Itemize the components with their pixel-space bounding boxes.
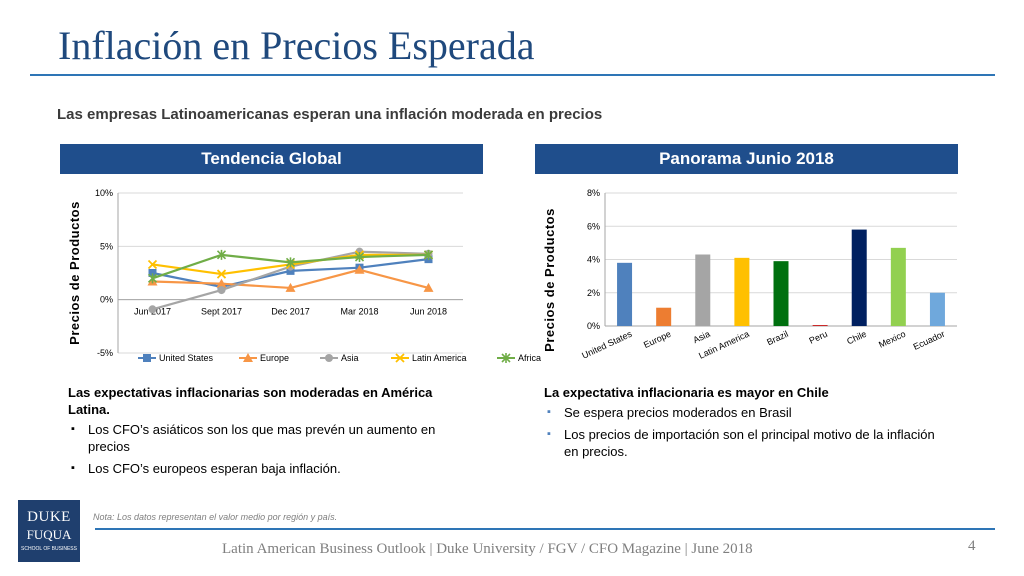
- legend-marker: [325, 354, 333, 362]
- right-bullet: Se espera precios moderados en Brasil: [547, 404, 944, 421]
- footer-divider: [95, 528, 995, 530]
- y-tick-label: 10%: [95, 188, 113, 198]
- x-tick-label: Sept 2017: [201, 307, 242, 317]
- bar-mexico: [890, 247, 906, 326]
- footer-source: Latin American Business Outlook | Duke U…: [222, 541, 753, 557]
- page-number: 4: [968, 538, 976, 554]
- right-bullet: Los precios de importación son el princi…: [547, 426, 944, 460]
- bar-chile: [851, 229, 867, 326]
- left-bullet: Los CFO’s asiáticos son los que mas prev…: [71, 421, 468, 455]
- y-tick-label: 8%: [587, 188, 600, 198]
- x-tick-label: Jun 2018: [410, 307, 447, 317]
- legend-marker: [395, 353, 405, 363]
- footnote: Nota: Los datos representan el valor med…: [93, 512, 338, 522]
- legend-label: Africa: [518, 353, 541, 363]
- y-tick-label: 0%: [100, 295, 113, 305]
- data-point: [285, 257, 296, 268]
- y-tick-label: 4%: [587, 255, 600, 265]
- left-commentary: Las expectativas inflacionarias son mode…: [68, 384, 468, 482]
- logo-line-school: SCHOOL OF BUSINESS: [21, 546, 77, 552]
- legend-marker: [243, 353, 253, 362]
- line-chart: -5%0%5%10%Jun 2017 Sept 2017 Dec 2017 Mar 2…: [67, 188, 541, 363]
- data-point: [148, 269, 157, 277]
- legend-marker: [143, 354, 151, 362]
- panel-header-panorama: Panorama Junio 2018: [535, 144, 958, 174]
- left-lead-text: Las expectativas inflacionarias son mode…: [68, 385, 433, 417]
- title-divider: [30, 74, 995, 76]
- data-point: [147, 259, 158, 270]
- legend-item: Asia: [320, 353, 359, 363]
- data-point: [216, 278, 227, 288]
- data-point: [285, 282, 296, 292]
- left-bullet-list: Los CFO’s asiáticos son los que mas prev…: [68, 421, 468, 477]
- x-tick-label: Asia: [692, 329, 712, 345]
- right-commentary: La expectativa inflacionaria es mayor en…: [544, 384, 944, 465]
- bar-united-states: [617, 262, 633, 326]
- data-point: [216, 249, 227, 260]
- legend-item: Europe: [239, 353, 289, 363]
- x-tick-label: Mar 2018: [340, 307, 378, 317]
- legend-item: Latin America: [391, 353, 467, 363]
- data-point: [148, 305, 157, 314]
- legend-label: Europe: [260, 353, 289, 363]
- y-tick-label: 0%: [587, 321, 600, 331]
- right-lead-text: La expectativa inflacionaria es mayor en…: [544, 385, 829, 400]
- x-tick-label: Brazil: [765, 329, 790, 348]
- x-tick-label: Peru: [807, 329, 828, 346]
- bar-peru: [812, 325, 828, 326]
- right-bullet-list: Se espera precios moderados en Brasil Lo…: [544, 404, 944, 460]
- y-axis-label: Precios de Productos: [67, 201, 82, 345]
- x-tick-label: Europe: [642, 329, 673, 350]
- data-point: [354, 264, 365, 274]
- data-point: [423, 249, 434, 260]
- data-point: [286, 266, 295, 275]
- legend-label: Asia: [341, 353, 359, 363]
- x-tick-label: Mexico: [877, 329, 907, 350]
- duke-fuqua-logo: DUKE FUQUA SCHOOL OF BUSINESS: [18, 500, 80, 562]
- data-point: [354, 252, 365, 262]
- panel-header-tendencia-global: Tendencia Global: [60, 144, 483, 174]
- y-tick-label: -5%: [97, 348, 113, 358]
- y-tick-label: 6%: [587, 221, 600, 231]
- data-point: [147, 273, 158, 284]
- x-tick-label: Ecuador: [912, 329, 947, 352]
- legend-label: Latin America: [412, 353, 467, 363]
- legend-marker: [501, 353, 511, 363]
- legend-label: United States: [159, 353, 214, 363]
- legend-item: Africa: [497, 353, 541, 363]
- bar-asia: [695, 254, 711, 326]
- data-point: [423, 282, 434, 292]
- logo-line-duke: DUKE: [27, 509, 71, 525]
- bar-europe: [656, 307, 672, 326]
- bar-latin-america: [734, 257, 750, 326]
- y-tick-label: 5%: [100, 241, 113, 251]
- x-tick-label: Dec 2017: [271, 307, 310, 317]
- left-bullet: Los CFO’s europeos esperan baja inflació…: [71, 460, 468, 477]
- legend-item: United States: [138, 353, 214, 363]
- logo-line-fuqua: FUQUA: [26, 527, 72, 542]
- x-tick-label: United States: [580, 329, 634, 361]
- y-tick-label: 2%: [587, 288, 600, 298]
- bar-ecuador: [929, 292, 945, 326]
- bar-brazil: [773, 261, 789, 326]
- data-point: [216, 269, 227, 279]
- slide-subtitle: Las empresas Latinoamericanas esperan un…: [57, 106, 603, 123]
- y-axis-label: Precios de Productos: [542, 208, 557, 352]
- series-africa: [147, 249, 434, 284]
- slide-title: Inflación en Precios Esperada: [58, 23, 535, 68]
- data-point: [217, 286, 226, 295]
- x-tick-label: Chile: [845, 329, 868, 347]
